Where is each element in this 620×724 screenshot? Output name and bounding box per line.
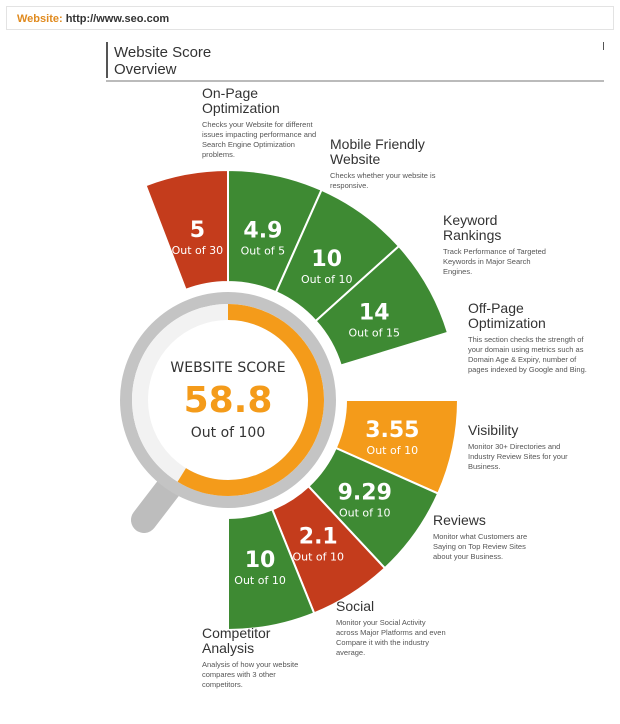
page-title: Website Score Overview (114, 44, 212, 78)
label-competitor-analysis: Competitor Analysis Analysis of how your … (202, 626, 312, 690)
label-on-page-optimization: On-Page Optimization Checks your Website … (202, 86, 322, 160)
segment-out-of-competitor-analysis: Out of 10 (234, 574, 286, 587)
magnifier-lens (149, 321, 307, 479)
overview-header: Website Score Overview (106, 42, 604, 82)
segment-value-social: 2.1 (299, 525, 338, 550)
label-title: Visibility (468, 422, 519, 438)
segment-on-page-optimization (144, 168, 229, 292)
magnifier: WEBSITE SCORE 58.8 Out of 100 (120, 292, 336, 533)
score-progress-arc (177, 304, 324, 496)
label-off-page-optimization: Off-Page Optimization This section checks… (468, 301, 588, 375)
segment-value-mobile-friendly-website: 4.9 (243, 219, 282, 244)
label-keyword-rankings: Keyword Rankings Track Performance of Tar… (443, 213, 553, 277)
label-title: Off-Page Optimization (468, 300, 546, 331)
website-label: Website: (17, 13, 63, 25)
segment-value-keyword-rankings: 10 (311, 247, 342, 272)
segment-value-visibility: 3.55 (365, 418, 419, 443)
label-title: Competitor Analysis (202, 625, 271, 656)
label-title: On-Page Optimization (202, 85, 280, 116)
score-label: WEBSITE SCORE (170, 360, 285, 376)
label-social: Social Monitor your Social Activity acros… (336, 599, 446, 658)
label-title: Keyword Rankings (443, 212, 502, 243)
label-description: This section checks the strength of your… (468, 335, 587, 374)
label-description: Monitor what Customers are Saying on Top… (433, 532, 528, 561)
segment-off-page-optimization (314, 244, 450, 367)
segment-value-reviews: 9.29 (338, 481, 392, 506)
header-right-tick (603, 42, 604, 50)
segment-out-of-off-page-optimization: Out of 15 (348, 326, 400, 339)
header-left-rule (106, 42, 108, 78)
label-description: Checks your Website for different issues… (202, 120, 317, 159)
website-url-bar: Website: http://www.seo.com (6, 6, 614, 30)
website-url[interactable]: http://www.seo.com (65, 13, 170, 25)
segment-competitor-analysis (227, 508, 316, 632)
segment-out-of-keyword-rankings: Out of 10 (301, 273, 353, 286)
label-description: Track Performance of Targeted Keywords i… (443, 247, 546, 276)
score-out-of: Out of 100 (191, 425, 266, 441)
segment-value-on-page-optimization: 5 (190, 218, 205, 243)
label-title: Social (336, 598, 375, 614)
segment-value-competitor-analysis: 10 (245, 548, 276, 573)
segment-out-of-reviews: Out of 10 (339, 507, 391, 520)
label-description: Monitor your Social Activity across Majo… (336, 618, 446, 657)
segment-out-of-visibility: Out of 10 (367, 444, 419, 457)
segment-out-of-mobile-friendly-website: Out of 5 (241, 245, 286, 258)
segment-out-of-social: Out of 10 (292, 551, 344, 564)
label-mobile-friendly-website: Mobile Friendly Website Checks whether yo… (330, 137, 450, 191)
header-bottom-rule (106, 80, 604, 82)
label-description: Checks whether your website is responsiv… (330, 171, 436, 190)
label-reviews: Reviews Monitor what Customers are Saying… (433, 513, 543, 562)
label-title: Mobile Friendly Website (330, 136, 425, 167)
score-value: 58.8 (184, 380, 273, 421)
label-title: Reviews (433, 512, 486, 528)
segment-value-off-page-optimization: 14 (359, 300, 390, 325)
label-description: Analysis of how your website compares wi… (202, 660, 299, 689)
segment-out-of-on-page-optimization: Out of 30 (172, 244, 224, 257)
label-description: Monitor 30+ Directories and Industry Rev… (468, 442, 568, 471)
label-visibility: Visibility Monitor 30+ Directories and In… (468, 423, 578, 472)
